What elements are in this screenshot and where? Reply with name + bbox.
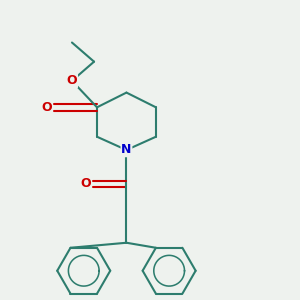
Text: O: O (42, 101, 52, 114)
Text: O: O (67, 74, 77, 87)
Text: O: O (80, 177, 91, 190)
Text: N: N (121, 143, 132, 157)
